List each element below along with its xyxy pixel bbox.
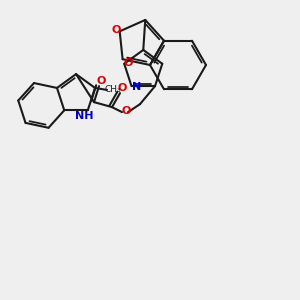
Text: O: O [121,106,131,116]
Text: O: O [124,58,133,68]
Text: NH: NH [74,111,93,121]
Text: O: O [96,76,106,86]
Text: N: N [132,82,141,92]
Text: O: O [112,25,122,35]
Text: O: O [117,83,127,93]
Text: CH₃: CH₃ [105,85,122,94]
